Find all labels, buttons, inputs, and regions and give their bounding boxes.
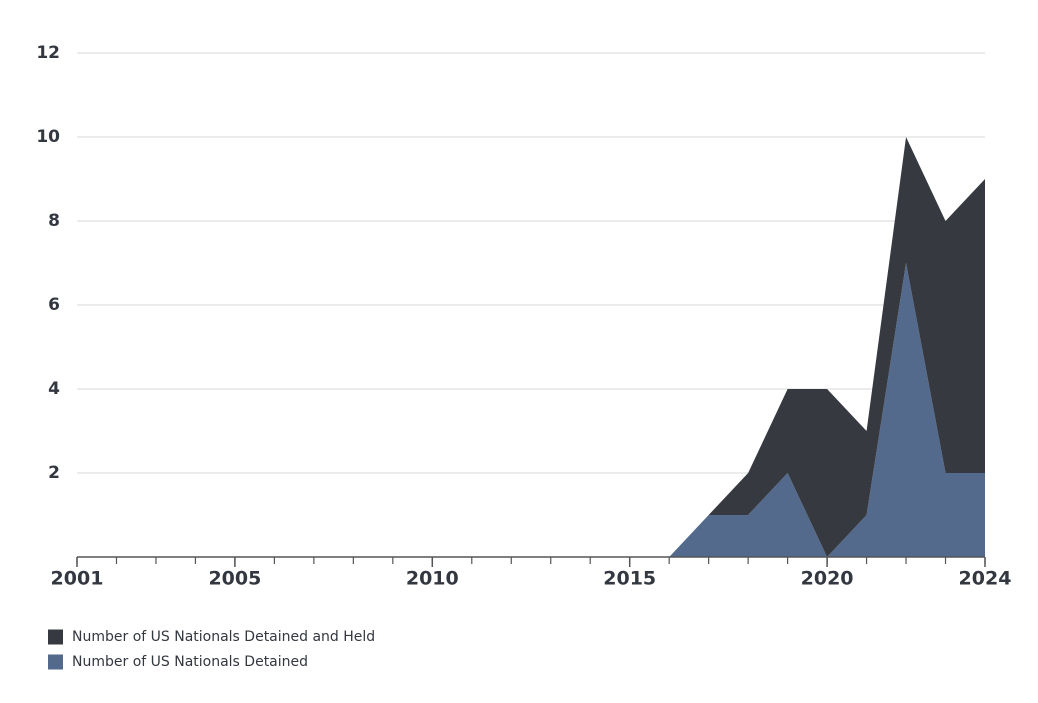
y-tick-label: 6 [48,295,60,315]
y-tick-label: 12 [36,43,60,63]
y-tick-label: 4 [48,379,60,399]
x-tick-label: 2005 [208,568,261,590]
legend-swatch [48,629,63,645]
legend-swatch [48,654,63,670]
x-tick-label: 2015 [603,568,656,590]
y-tick-label: 2 [48,463,60,483]
x-tick-label: 2001 [51,568,104,590]
y-tick-label: 8 [48,211,60,231]
legend-label: Number of US Nationals Detained [72,654,308,670]
x-tick-label: 2020 [801,568,854,590]
x-tick-label: 2010 [406,568,459,590]
area [77,263,985,557]
x-tick-label: 2024 [959,568,1012,590]
area [77,137,985,557]
legend-label: Number of US Nationals Detained and Held [72,629,375,645]
y-tick-label: 10 [36,127,60,147]
